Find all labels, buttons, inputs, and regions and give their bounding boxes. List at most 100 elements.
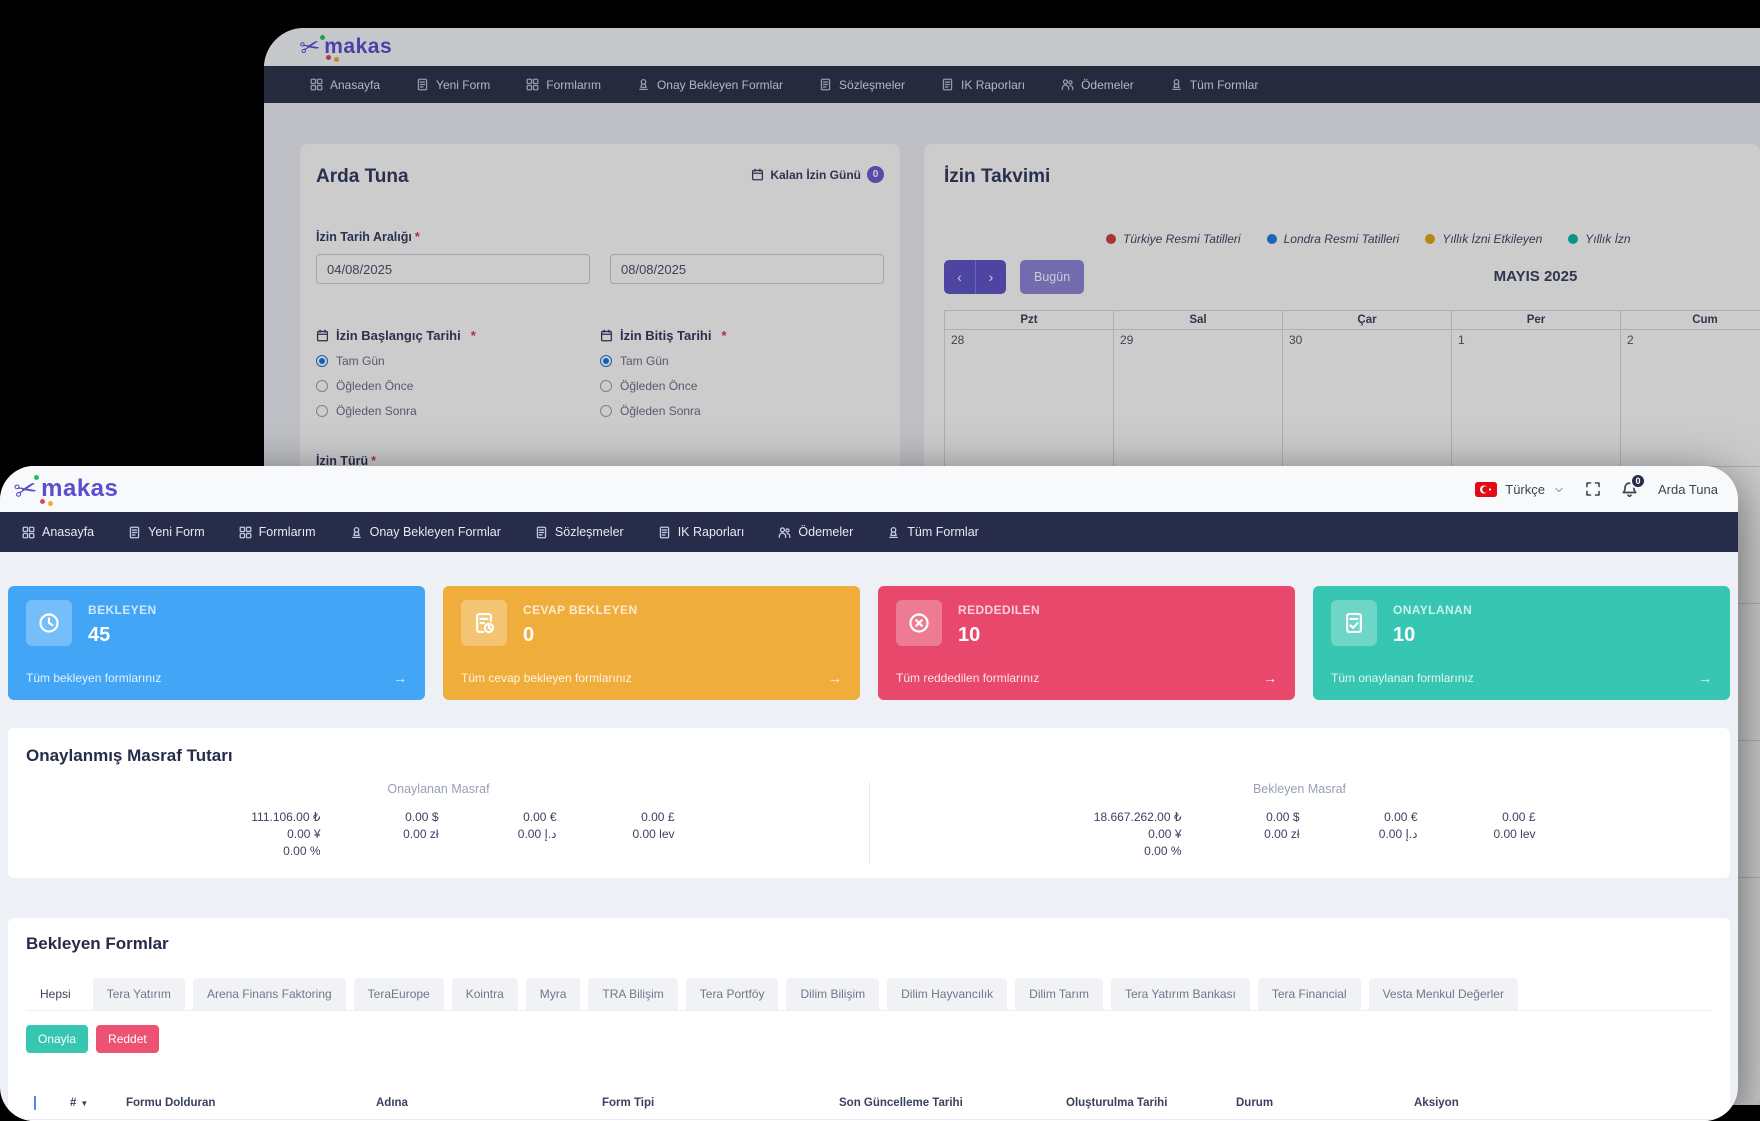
bg-nav-anasayfa[interactable]: Anasayfa	[310, 78, 380, 92]
select-all-checkbox[interactable]	[34, 1096, 36, 1110]
tab-dilim-hayvancilik[interactable]: Dilim Hayvancılık	[887, 978, 1008, 1010]
tab-hepsi[interactable]: Hepsi	[26, 978, 85, 1010]
fullscreen-button[interactable]	[1585, 481, 1601, 498]
radio-end-tam-gun[interactable]: Tam Gün	[600, 354, 884, 368]
nav-tum-formlar[interactable]: Tüm Formlar	[887, 525, 979, 539]
column-header-formu-dolduran[interactable]: Formu Dolduran	[126, 1097, 216, 1109]
reject-button[interactable]: Reddet	[96, 1025, 159, 1053]
brand-name: makas	[324, 35, 393, 58]
tab-tera-yatirim[interactable]: Tera Yatırım	[92, 978, 185, 1010]
expense-value: 0.00 £	[641, 810, 675, 824]
bg-nav-formlarim[interactable]: Formlarım	[526, 78, 601, 92]
bg-nav-sozlesmeler[interactable]: Sözleşmeler	[819, 78, 905, 92]
tab-myra[interactable]: Myra	[525, 978, 581, 1010]
column-header-olusturulma[interactable]: Oluşturulma Tarihi	[1066, 1097, 1168, 1109]
grid-icon	[239, 526, 252, 538]
stamp-icon	[889, 526, 899, 538]
nav-yeni-form[interactable]: Yeni Form	[128, 525, 205, 539]
expense-value: 18.667.262.00 ₺	[1093, 810, 1182, 824]
logo-yellow-dot	[334, 56, 339, 62]
nav-formlarim[interactable]: Formlarım	[239, 525, 316, 539]
column-header-son-guncelleme[interactable]: Son Güncelleme Tarihi	[839, 1097, 963, 1109]
start-day-part-group: İzin Başlangıç Tarihi * Tam Gün Öğleden Ö…	[316, 328, 600, 418]
tab-dilim-tarim[interactable]: Dilim Tarım	[1015, 978, 1103, 1010]
table-header-row: # ▼ Formu Dolduran Adına Form Tipi Son Gü…	[26, 1087, 1712, 1120]
bg-nav-onay-bekleyen[interactable]: Onay Bekleyen Formlar	[637, 78, 783, 92]
stat-card-onaylanan[interactable]: ONAYLANAN 10 Tüm onaylanan formlarınız →	[1313, 586, 1730, 700]
stat-card-bekleyen[interactable]: BEKLEYEN 45 Tüm bekleyen formlarınız →	[8, 586, 425, 700]
clock-icon	[26, 600, 72, 646]
turkish-flag-icon	[1475, 481, 1498, 497]
radio-end-ogleden-sonra[interactable]: Öğleden Sonra	[600, 404, 884, 418]
leave-type-label: İzin Türü *	[316, 454, 376, 468]
tab-tera-yatirim-bankasi[interactable]: Tera Yatırım Bankası	[1110, 978, 1250, 1010]
calendar-today-button[interactable]: Bugün	[1020, 260, 1085, 294]
nav-sozlesmeler[interactable]: Sözleşmeler	[535, 525, 624, 539]
column-header-id[interactable]: # ▼	[70, 1097, 89, 1109]
tab-vesta-menkul-degerler[interactable]: Vesta Menkul Değerler	[1368, 978, 1518, 1010]
column-header-adina[interactable]: Adına	[376, 1097, 408, 1109]
column-header-form-tipi[interactable]: Form Tipi	[602, 1097, 655, 1109]
tab-arena-finans-faktoring[interactable]: Arena Finans Faktoring	[192, 978, 346, 1010]
expense-value: 111.106.00 ₺	[251, 810, 321, 824]
tab-dilim-bilisim[interactable]: Dilim Bilişim	[786, 978, 880, 1010]
tab-tra-bilisim[interactable]: TRA Bilişim	[588, 978, 678, 1010]
expense-value: 0.00 $	[405, 810, 439, 824]
company-filter-tabs: Hepsi Tera Yatırım Arena Finans Faktorin…	[26, 978, 1712, 1011]
arrow-right-icon: →	[828, 670, 842, 686]
tab-tera-portfoy[interactable]: Tera Portföy	[685, 978, 779, 1010]
bg-nav-yeni-form[interactable]: Yeni Form	[416, 78, 490, 92]
nav-ik-raporlari[interactable]: IK Raporları	[658, 525, 744, 539]
tab-teraeurope[interactable]: TeraEurope	[353, 978, 444, 1010]
date-range-label: İzin Tarih Aralığı *	[316, 230, 420, 244]
approve-button[interactable]: Onayla	[26, 1025, 89, 1053]
nav-odemeler[interactable]: Ödemeler	[778, 525, 853, 539]
calendar-next-button[interactable]: ›	[975, 260, 1006, 294]
stat-card-reddedilen[interactable]: REDDEDILEN 10 Tüm reddedilen formlarınız…	[878, 586, 1295, 700]
logo-red-dot	[40, 498, 45, 504]
approved-expense-group: Onaylanan Masraf 111.106.00 ₺ 0.00 $ 0.0…	[8, 782, 869, 858]
language-selector[interactable]: Türkçe	[1475, 481, 1565, 497]
legend-turkiye: Türkiye Resmi Tatilleri	[1106, 232, 1241, 246]
weekday-header: Sal	[1114, 311, 1283, 329]
radio-start-tam-gun[interactable]: Tam Gün	[316, 354, 600, 368]
notifications-button[interactable]: 0	[1621, 473, 1646, 497]
required-asterisk: *	[414, 230, 420, 244]
radio-end-ogleden-once[interactable]: Öğleden Önce	[600, 379, 884, 393]
radio-start-ogleden-sonra[interactable]: Öğleden Sonra	[316, 404, 600, 418]
dashboard-window: ✂ makas Türkçe 0 Arda	[0, 466, 1738, 1121]
bg-nav-tum-formlar[interactable]: Tüm Formlar	[1170, 78, 1258, 92]
remaining-leave-days: Kalan İzin Günü 0	[751, 166, 884, 183]
notification-count-badge: 0	[1630, 473, 1646, 490]
document-icon	[536, 526, 547, 538]
radio-start-ogleden-once[interactable]: Öğleden Önce	[316, 379, 600, 393]
expense-value: 0.00 د.إ	[517, 827, 557, 841]
nav-anasayfa[interactable]: Anasayfa	[22, 525, 94, 539]
expense-value: 0.00 zł	[403, 827, 439, 841]
stat-value: 10	[958, 624, 981, 646]
stat-card-cevap-bekleyen[interactable]: CEVAP BEKLEYEN 0 Tüm cevap bekleyen form…	[443, 586, 860, 700]
calendar-prev-button[interactable]: ‹	[944, 260, 975, 294]
logo-green-dot	[320, 34, 325, 40]
bg-nav-ik-raporlari[interactable]: IK Raporları	[941, 78, 1025, 92]
tab-kointra[interactable]: Kointra	[451, 978, 518, 1010]
leave-end-date-input[interactable]	[610, 254, 884, 284]
expense-value: 0.00 ¥	[287, 827, 321, 841]
pending-forms-title: Bekleyen Formlar	[26, 934, 169, 953]
required-asterisk: *	[371, 454, 376, 468]
nav-onay-bekleyen-formlar[interactable]: Onay Bekleyen Formlar	[350, 525, 501, 539]
tab-tera-financial[interactable]: Tera Financial	[1257, 978, 1361, 1010]
bg-nav-odemeler[interactable]: Ödemeler	[1061, 78, 1134, 92]
expense-value: 0.00 %	[1144, 844, 1182, 858]
user-menu[interactable]: Arda Tuna	[1658, 481, 1718, 497]
radio-icon	[316, 380, 328, 392]
expense-value: 0.00 lev	[1493, 827, 1536, 841]
leave-start-date-input[interactable]	[316, 254, 590, 284]
end-date-label: İzin Bitiş Tarihi *	[600, 328, 884, 343]
start-date-label: İzin Başlangıç Tarihi *	[316, 328, 600, 343]
makas-logo[interactable]: ✂ makas	[11, 471, 118, 506]
divider	[869, 782, 870, 864]
radio-selected-icon	[316, 355, 328, 367]
arrow-right-icon: →	[1263, 670, 1277, 686]
makas-logo: ✂ makas	[297, 32, 393, 63]
